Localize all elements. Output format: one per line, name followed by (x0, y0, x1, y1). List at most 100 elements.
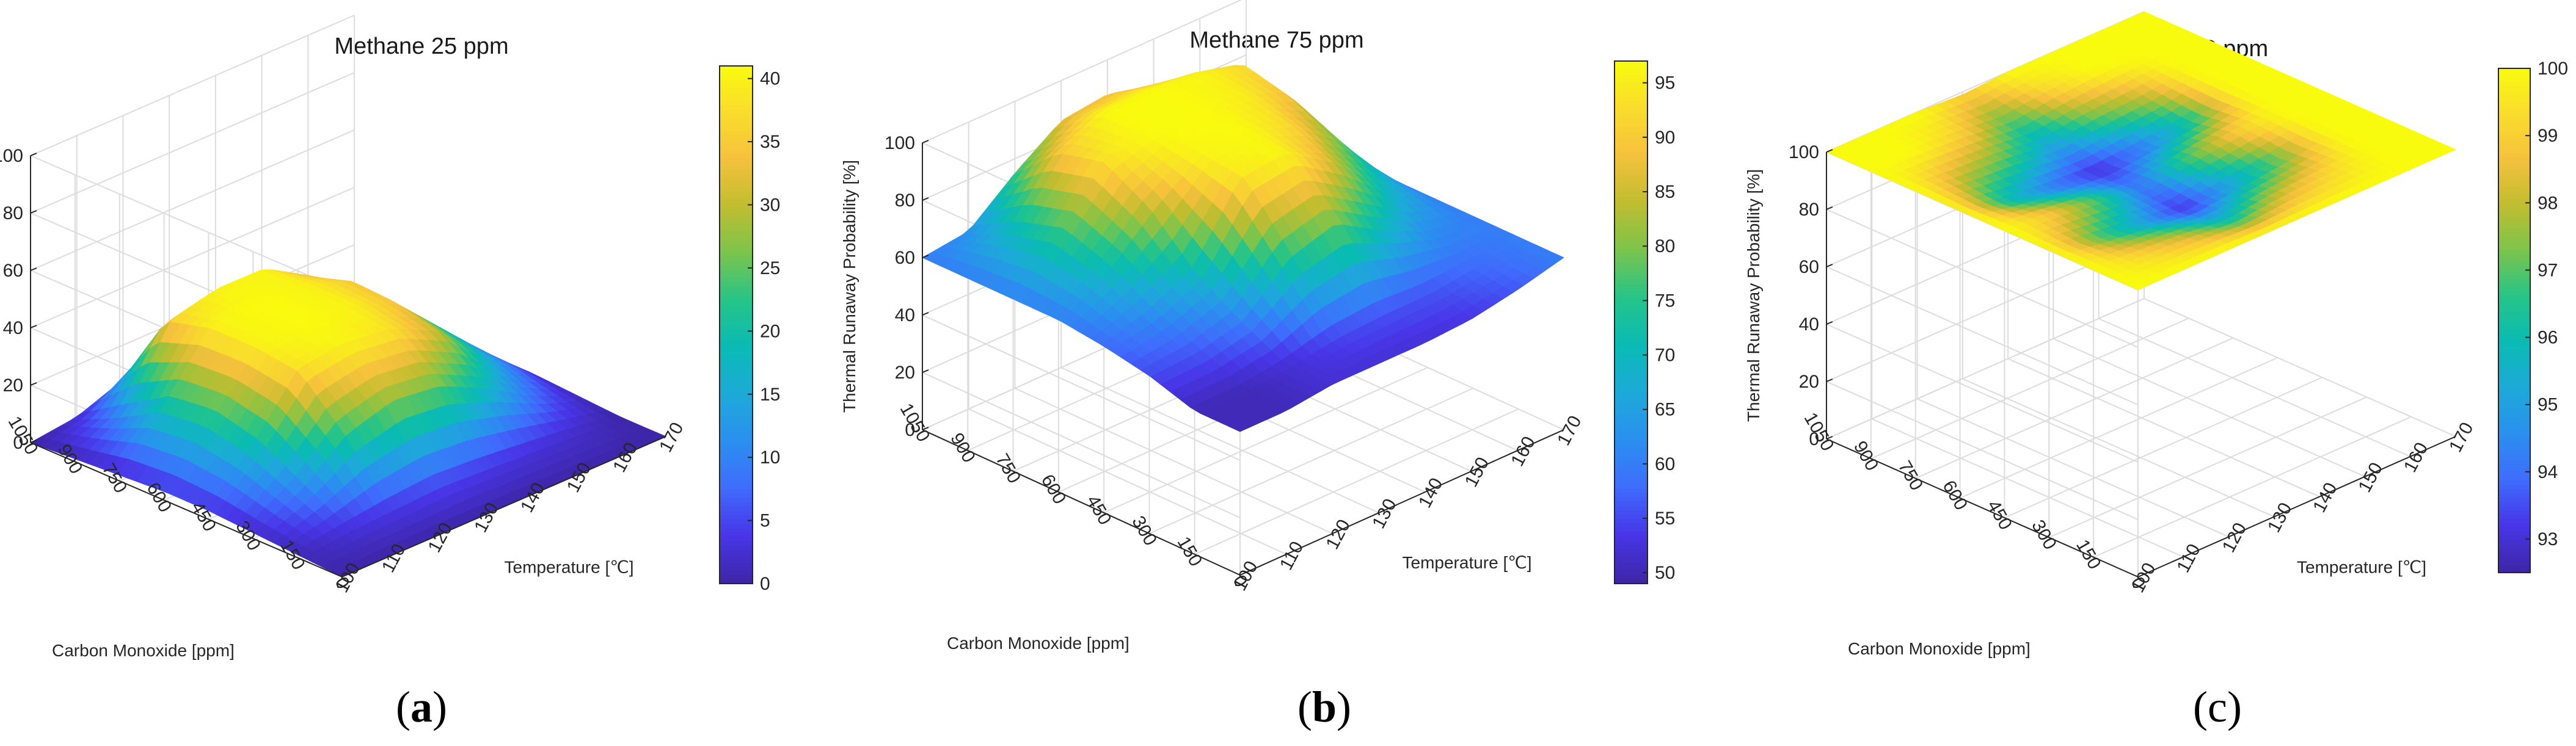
y-tick-label: 900 (1850, 438, 1883, 474)
x-axis-label: Temperature [℃] (2297, 558, 2426, 577)
colorbar-band (720, 454, 753, 460)
z-tick-label: 80 (3, 203, 23, 223)
colorbar-band (2498, 354, 2530, 359)
colorbar-band (2498, 522, 2530, 527)
colorbar-band (720, 117, 753, 123)
colorbar-band (1615, 531, 1647, 537)
z-axis-label: Thermal Runaway Probability [%] (840, 160, 859, 413)
colorbar-band (2498, 426, 2530, 430)
colorbar-tick-label: 30 (760, 195, 780, 215)
colorbar-band (2498, 488, 2530, 494)
colorbar-band (720, 269, 753, 274)
colorbar-band (2498, 320, 2530, 325)
colorbar-band (720, 139, 753, 145)
gridline (922, 372, 1241, 518)
colorbar-tick-label: 85 (1655, 182, 1675, 202)
colorbar-band (2498, 341, 2530, 347)
colorbar-band (720, 549, 753, 554)
gridline (1149, 388, 1473, 534)
colorbar-band (1615, 309, 1647, 314)
colorbar-band (1615, 152, 1647, 158)
colorbar-band (720, 320, 753, 325)
colorbar-band (2498, 471, 2530, 477)
colorbar-band (2498, 459, 2530, 465)
colorbar-band (720, 74, 753, 80)
colorbar-band (1615, 300, 1647, 306)
colorbar-band (720, 234, 753, 239)
colorbar-band (720, 242, 753, 248)
colorbar-band (2498, 560, 2530, 565)
colorbar-band (2498, 404, 2530, 410)
z-tick-mark (1826, 206, 1833, 210)
colorbar-tick-label: 25 (760, 258, 780, 278)
colorbar-band (720, 148, 753, 153)
colorbar-band (2498, 543, 2530, 548)
colorbar-band (720, 131, 753, 136)
colorbar-band (2498, 152, 2530, 158)
colorbar-tick-label: 40 (760, 69, 780, 89)
colorbar-band (720, 471, 753, 477)
colorbar-band (2498, 143, 2530, 149)
colorbar-band (2498, 295, 2530, 300)
colorbar-band (1615, 518, 1647, 524)
colorbar-band (1615, 313, 1647, 319)
colorbar-band (720, 303, 753, 308)
colorbar-band (720, 566, 753, 571)
y-axis-label: Carbon Monoxide [ppm] (947, 634, 1129, 653)
colorbar-band (1615, 496, 1647, 502)
colorbar-band (1615, 352, 1647, 358)
colorbar-band (720, 281, 753, 287)
colorbar-tick-label: 5 (760, 511, 770, 531)
colorbar-band (720, 480, 753, 485)
colorbar-band (2498, 261, 2530, 267)
x-tick-label: 140 (2309, 479, 2341, 516)
colorbar-band (2498, 270, 2530, 275)
y-tick-label: 150 (2072, 536, 2105, 573)
z-tick-mark (1826, 378, 1833, 382)
gridline (2048, 396, 2367, 538)
colorbar-band (720, 428, 753, 433)
colorbar-band (1615, 231, 1647, 236)
colorbar-band (1615, 296, 1647, 302)
colorbar-tick-label: 35 (760, 132, 780, 152)
x-tick-label: 130 (1368, 496, 1401, 532)
colorbar-band (720, 92, 753, 97)
colorbar: 50 55 60 65 70 75 80 85 90 95 (1614, 60, 1675, 584)
gridline (1960, 357, 2278, 499)
colorbar-band (1615, 474, 1647, 480)
colorbar-tick-label: 95 (2538, 395, 2558, 415)
colorbar-band (2498, 413, 2530, 418)
colorbar-band (1615, 392, 1647, 397)
colorbar-band (720, 217, 753, 222)
z-tick-mark (922, 140, 929, 143)
colorbar-tick-label: 0 (760, 574, 770, 594)
colorbar-band (720, 553, 753, 559)
colorbar-band (720, 251, 753, 256)
z-tick-label: 40 (3, 318, 23, 338)
colorbar-band (2498, 308, 2530, 313)
colorbar-band (2498, 417, 2530, 422)
colorbar-band (1615, 361, 1647, 367)
colorbar-band (720, 208, 753, 214)
colorbar-band (2498, 433, 2530, 439)
colorbar-band (720, 463, 753, 468)
colorbar-band (1615, 444, 1647, 449)
gridline (30, 129, 355, 271)
colorbar-band (2498, 518, 2530, 523)
colorbar-band (720, 169, 753, 175)
colorbar-band (720, 355, 753, 360)
colorbar-band (2498, 438, 2530, 443)
colorbar-band (2498, 85, 2530, 90)
colorbar-band (2498, 371, 2530, 376)
colorbar-band (1615, 248, 1647, 253)
colorbar-band (2498, 312, 2530, 317)
colorbar-band (2498, 241, 2530, 246)
colorbar-band (1615, 217, 1647, 223)
colorbar-band (1615, 509, 1647, 515)
colorbar: 93 94 95 96 97 98 99 100 (2498, 59, 2568, 573)
gridline (1917, 398, 2229, 538)
y-tick-label: 300 (2027, 516, 2060, 553)
colorbar-band (1615, 427, 1647, 432)
